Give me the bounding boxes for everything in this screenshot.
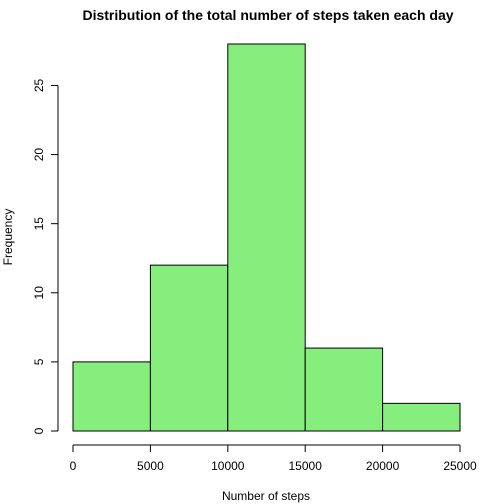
x-tick-label: 15000 bbox=[289, 459, 323, 473]
x-tick-label: 10000 bbox=[211, 459, 245, 473]
y-tick-label: 15 bbox=[32, 217, 46, 231]
x-tick-label: 5000 bbox=[137, 459, 164, 473]
x-tick-label: 20000 bbox=[366, 459, 400, 473]
y-tick-label: 0 bbox=[32, 427, 46, 434]
histogram-bar-2 bbox=[228, 44, 305, 431]
bars-group bbox=[73, 44, 460, 431]
histogram-bar-3 bbox=[305, 348, 382, 431]
x-tick-label: 25000 bbox=[443, 459, 477, 473]
y-tick-label: 25 bbox=[32, 78, 46, 92]
chart-title: Distribution of the total number of step… bbox=[82, 7, 453, 23]
x-tick-label: 0 bbox=[70, 459, 77, 473]
y-axis-label: Frequency bbox=[1, 209, 15, 266]
histogram-bar-4 bbox=[383, 403, 460, 431]
y-tick-label: 5 bbox=[32, 358, 46, 365]
y-tick-label: 10 bbox=[32, 286, 46, 300]
y-axis: 0 5 10 15 20 25 bbox=[32, 78, 58, 434]
x-axis-label: Number of steps bbox=[222, 489, 310, 503]
histogram-bar-1 bbox=[150, 265, 227, 431]
histogram-bar-0 bbox=[73, 362, 150, 431]
y-tick-label: 20 bbox=[32, 148, 46, 162]
x-axis: 0 5000 10000 15000 20000 25000 bbox=[70, 445, 477, 473]
